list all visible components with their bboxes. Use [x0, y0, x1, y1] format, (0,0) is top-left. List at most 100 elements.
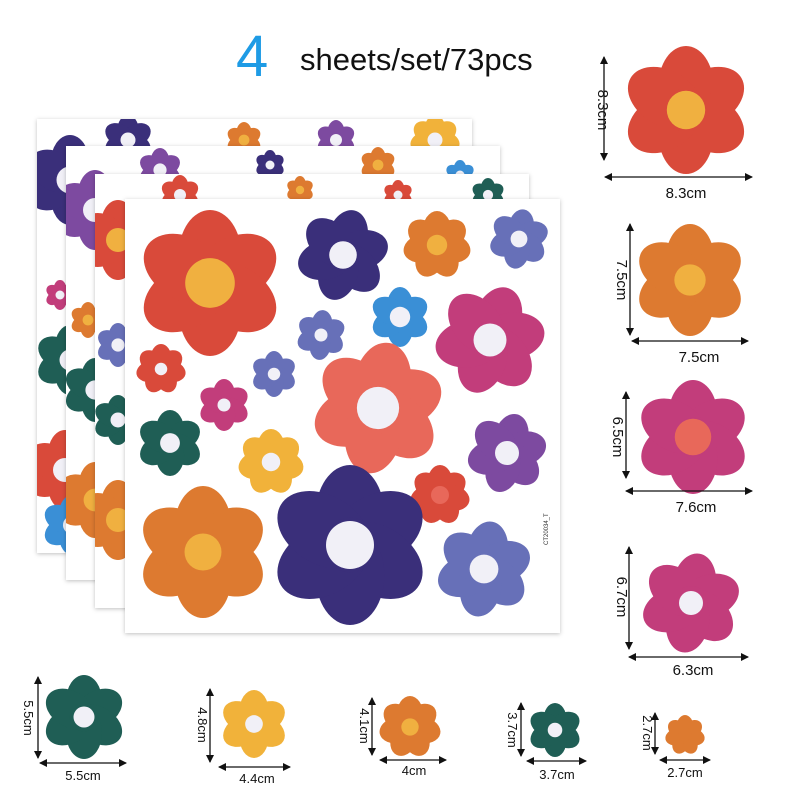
flower-center: [106, 508, 130, 532]
flower-sticker: [314, 342, 442, 474]
dimension-s2: 7.5cm 7.5cm: [613, 223, 749, 366]
height-label-s2: 7.5cm: [613, 260, 630, 301]
size-flowers: [45, 46, 745, 759]
flower-sticker: [200, 379, 248, 431]
flower-center: [217, 398, 231, 412]
flower-sticker: [297, 310, 345, 360]
flower-center: [389, 306, 411, 328]
flower-center: [326, 521, 374, 569]
flower-center: [120, 132, 136, 148]
flower-center: [674, 264, 706, 296]
flower-center: [329, 241, 357, 269]
flower-center: [427, 132, 443, 148]
flower-sticker: [277, 465, 423, 625]
flower-center: [160, 433, 180, 453]
flower-center: [184, 533, 222, 571]
height-label-s7: 4.1cm: [357, 708, 372, 743]
dimension-s9: 2.7cm 2.7cm: [640, 712, 711, 780]
flower-center: [267, 367, 281, 381]
dimension-s1: 8.3cm 8.3cm: [594, 56, 753, 202]
flower-sticker: [435, 287, 545, 393]
width-label-s5: 5.5cm: [65, 768, 100, 783]
width-label-s2: 7.5cm: [679, 349, 720, 366]
flower-sticker: [298, 210, 388, 300]
sheet-code: CT20034_T: [544, 513, 550, 545]
size-flower-s3: [641, 380, 745, 494]
flower-center: [356, 386, 400, 430]
flower-center: [469, 554, 499, 584]
height-label-s3: 6.5cm: [609, 417, 626, 458]
size-flower-s2: [639, 224, 741, 336]
flower-center: [547, 722, 563, 738]
flower-center: [393, 190, 403, 200]
flower-center: [401, 718, 419, 736]
width-label-s6: 4.4cm: [239, 771, 274, 786]
size-flower-s9: [665, 715, 705, 754]
flower-center: [185, 258, 235, 308]
flower-center: [510, 230, 528, 248]
dimension-s3: 6.5cm 7.6cm: [609, 391, 753, 516]
height-label-s5: 5.5cm: [21, 700, 36, 735]
height-label-s9: 2.7cm: [640, 715, 655, 750]
dimension-s4: 6.7cm 6.3cm: [613, 546, 749, 679]
height-label-s8: 3.7cm: [505, 712, 520, 747]
flower-center: [666, 90, 706, 130]
size-flower-s8: [530, 703, 580, 757]
size-flower-s6: [223, 690, 285, 758]
flower-center: [73, 706, 95, 728]
flower-center: [153, 163, 167, 177]
flower-center: [261, 452, 281, 472]
size-flower-s1: [627, 46, 745, 174]
width-label-s4: 6.3cm: [673, 662, 714, 679]
width-label-s1: 8.3cm: [666, 185, 707, 202]
flower-center: [295, 185, 305, 195]
flower-center: [426, 234, 448, 256]
size-flower-s7: [379, 696, 441, 756]
flower-sticker: [143, 486, 263, 618]
flower-center: [473, 323, 507, 357]
flower-center: [372, 159, 384, 171]
size-flower-s5: [45, 675, 123, 759]
height-label-s1: 8.3cm: [594, 90, 611, 131]
flower-sticker: [140, 410, 200, 476]
flower-center: [106, 228, 130, 252]
flower-center: [679, 729, 691, 741]
width-label-s7: 4cm: [402, 763, 427, 778]
flower-sticker: [98, 323, 138, 367]
dimension-s6: 4.8cm 4.4cm: [195, 688, 291, 786]
flower-sticker: [403, 211, 471, 277]
height-label-s4: 6.7cm: [613, 577, 630, 618]
flower-center: [55, 290, 65, 300]
dimension-s8: 3.7cm 3.7cm: [505, 702, 587, 782]
flower-center: [110, 412, 126, 428]
flower-sticker: [467, 413, 547, 493]
headline-text: sheets/set/73pcs: [300, 42, 533, 77]
flower-sticker: [136, 344, 186, 393]
flower-center: [495, 441, 519, 465]
flower-sticker: [238, 429, 304, 493]
flower-sticker: [410, 465, 470, 523]
flower-sticker: [490, 209, 548, 269]
flower-center: [111, 338, 125, 352]
width-label-s3: 7.6cm: [676, 499, 717, 516]
dimension-s7: 4.1cm 4cm: [357, 697, 447, 778]
flower-center: [238, 134, 250, 146]
flower-center: [82, 314, 94, 326]
sheet-count: 4: [236, 24, 269, 89]
flower-sticker: [438, 521, 530, 617]
dimension-s5: 5.5cm 5.5cm: [21, 676, 127, 783]
flower-sticker: [253, 351, 295, 397]
flower-center: [154, 362, 168, 376]
flower-center: [245, 715, 263, 733]
flower-sticker: [143, 210, 277, 356]
height-label-s6: 4.8cm: [195, 707, 210, 742]
flower-sticker: [256, 150, 284, 180]
flower-center: [482, 189, 494, 201]
flower-center: [265, 160, 275, 170]
flower-center: [679, 591, 703, 615]
width-label-s8: 3.7cm: [539, 767, 574, 782]
flower-center: [674, 418, 712, 456]
flower-center: [431, 486, 449, 504]
size-flower-s4: [643, 553, 739, 653]
